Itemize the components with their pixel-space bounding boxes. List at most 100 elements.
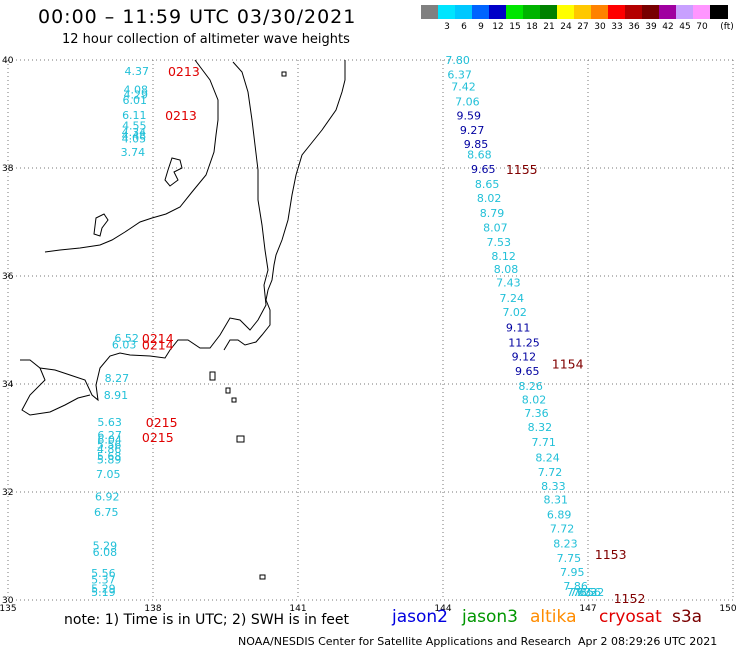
legend-label: 18 bbox=[526, 22, 538, 32]
izu-island-1 bbox=[225, 387, 231, 394]
wave-height-value: 6.52 bbox=[114, 332, 139, 345]
wave-height-value: 6.27 bbox=[97, 429, 122, 442]
wave-height-value: 8.32 bbox=[580, 586, 605, 599]
wave-height-value: 8.07 bbox=[483, 221, 508, 234]
wave-height-value: 9.11 bbox=[506, 321, 531, 334]
wave-height-value: 8.33 bbox=[541, 480, 566, 493]
wave-height-value: 8.26 bbox=[518, 380, 543, 393]
pass-time-label: 1152 bbox=[614, 591, 646, 606]
legend-swatch bbox=[574, 5, 592, 19]
wave-height-value: 7.56 bbox=[576, 586, 601, 599]
wave-height-value: 6.89 bbox=[547, 509, 572, 522]
wave-height-value: 5.37 bbox=[91, 573, 116, 586]
wave-height-value: 8.91 bbox=[104, 389, 129, 402]
lon-tick-label: 144 bbox=[434, 604, 451, 614]
wave-height-value: 4.48 bbox=[122, 130, 147, 143]
legend-swatch bbox=[438, 5, 456, 19]
wave-height-value: 5.68 bbox=[97, 450, 122, 463]
wave-height-value: 7.95 bbox=[560, 566, 585, 579]
legend-label: 24 bbox=[560, 22, 572, 32]
legend-swatch bbox=[608, 5, 626, 19]
wave-height-value: 4.86 bbox=[97, 443, 122, 456]
lat-tick-label: 38 bbox=[2, 164, 14, 174]
wave-height-value: 7.86 bbox=[563, 580, 588, 593]
legend-label: 12 bbox=[492, 22, 504, 32]
pass-time-label: 0213 bbox=[165, 108, 197, 123]
axis-labels: 135 138 141 144 147 150 40 38 36 34 32 30 bbox=[0, 56, 737, 614]
wave-height-value: 7.06 bbox=[455, 96, 480, 109]
wave-height-value: 3.74 bbox=[121, 146, 146, 159]
wave-height-value: 5.63 bbox=[97, 416, 122, 429]
wave-height-value: 7.71 bbox=[531, 436, 556, 449]
wave-height-value: 6.37 bbox=[447, 69, 472, 82]
noto-peninsula bbox=[93, 213, 109, 237]
lat-tick-label: 32 bbox=[2, 488, 13, 498]
wave-height-labels: 4.37 4.084.296.01 6.114.554.344.484.053.74… bbox=[91, 54, 604, 599]
wave-height-value: 6.08 bbox=[93, 546, 118, 559]
wave-height-value: 7.80 bbox=[445, 54, 470, 67]
wave-height-value: 5.29 bbox=[93, 539, 118, 552]
wave-height-value: 8.12 bbox=[491, 250, 516, 263]
wave-height-value: 9.12 bbox=[512, 350, 536, 363]
legend-swatch bbox=[710, 5, 728, 19]
legend-label: 15 bbox=[509, 22, 521, 32]
wave-height-value: 9.59 bbox=[457, 110, 482, 123]
wave-height-value: 8.02 bbox=[477, 192, 502, 205]
legend-swatch bbox=[489, 5, 507, 19]
lon-tick-label: 135 bbox=[0, 604, 17, 614]
wave-height-value: 5.89 bbox=[97, 454, 122, 467]
lat-tick-label: 36 bbox=[2, 272, 14, 282]
legend-swatch bbox=[472, 5, 490, 19]
lon-tick-label: 147 bbox=[579, 604, 596, 614]
wave-height-value: 5.56 bbox=[91, 567, 116, 580]
wave-height-value: 8.68 bbox=[467, 149, 492, 162]
wave-height-value: 7.42 bbox=[451, 80, 476, 93]
honshu-coastline bbox=[44, 59, 219, 253]
legend-label: 27 bbox=[577, 22, 589, 32]
page-title: 00:00 – 11:59 UTC 03/30/2021 bbox=[38, 6, 357, 28]
legend-label: 30 bbox=[594, 22, 606, 32]
wave-height-value: 9.65 bbox=[471, 163, 496, 176]
wave-height-value: 6.04 bbox=[97, 434, 122, 447]
pass-time-label: 0214 bbox=[142, 331, 174, 346]
wave-height-value: 7.02 bbox=[502, 306, 527, 319]
legend-swatch bbox=[557, 5, 575, 19]
legend-label: 21 bbox=[543, 22, 555, 32]
wave-height-value: 4.08 bbox=[124, 84, 148, 97]
credit-line: NOAA/NESDIS Center for Satellite Applica… bbox=[238, 635, 572, 648]
wave-height-value: 8.23 bbox=[553, 537, 578, 550]
pass-time-label: 1153 bbox=[595, 547, 627, 562]
pass-time-label: 0214 bbox=[142, 338, 174, 353]
legend-label: 42 bbox=[662, 22, 674, 32]
small-island bbox=[281, 71, 287, 77]
wave-height-value: 4.05 bbox=[122, 132, 147, 145]
coastline bbox=[20, 59, 346, 580]
legend-label: 45 bbox=[679, 22, 691, 32]
wave-height-value: 7.72 bbox=[550, 523, 575, 536]
wave-height-value: 4.37 bbox=[124, 65, 149, 78]
satellite-jason2: jason2 bbox=[392, 607, 448, 627]
pacific-coastline bbox=[223, 60, 346, 351]
legend-swatch bbox=[659, 5, 677, 19]
wave-height-value: 7.43 bbox=[496, 276, 520, 289]
pass-time-label: 1155 bbox=[506, 162, 538, 177]
legend-label: 3 bbox=[444, 22, 450, 32]
legend-label: 70 bbox=[696, 22, 708, 32]
wave-height-value: 6.92 bbox=[95, 490, 120, 503]
legend-swatch bbox=[591, 5, 609, 19]
izu-island-4 bbox=[259, 574, 266, 580]
footnote: note: 1) Time is in UTC; 2) SWH is in fe… bbox=[64, 612, 350, 628]
wave-height-value: 7.24 bbox=[500, 292, 525, 305]
wave-height-value: 8.02 bbox=[522, 394, 547, 407]
wave-height-value: 7.75 bbox=[557, 552, 582, 565]
satellite-cryosat: cryosat bbox=[599, 607, 662, 627]
wave-height-value: 7.53 bbox=[487, 236, 512, 249]
sado-island bbox=[164, 157, 183, 187]
wave-height-value: 7.55 bbox=[570, 586, 595, 599]
legend-label: 33 bbox=[611, 22, 623, 32]
wave-height-value: 8.31 bbox=[544, 494, 569, 507]
lat-tick-label: 40 bbox=[2, 56, 14, 66]
